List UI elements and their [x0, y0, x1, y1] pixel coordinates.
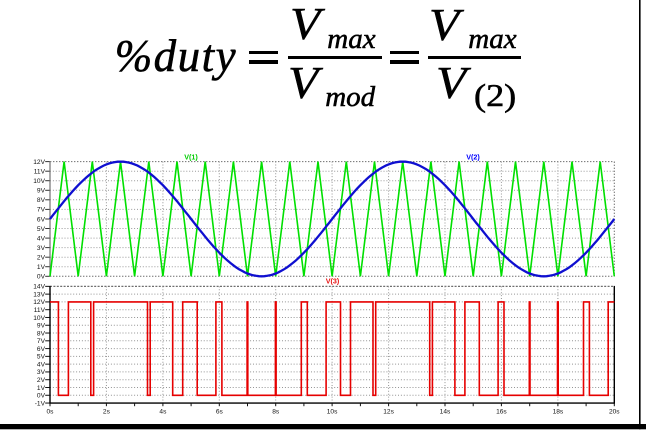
svg-text:1V: 1V: [37, 264, 46, 271]
svg-text:V(3): V(3): [326, 277, 340, 286]
svg-text:8V: 8V: [37, 197, 46, 204]
svg-text:16s: 16s: [496, 408, 507, 415]
svg-text:14V: 14V: [33, 284, 45, 291]
svg-text:11V: 11V: [34, 169, 46, 176]
svg-text:2s: 2s: [103, 408, 111, 415]
svg-text:7V: 7V: [37, 207, 46, 214]
svg-text:2V: 2V: [37, 377, 46, 384]
svg-text:4V: 4V: [37, 235, 46, 242]
svg-text:2V: 2V: [37, 255, 46, 262]
svg-text:5V: 5V: [37, 226, 46, 233]
svg-text:0V: 0V: [37, 274, 46, 281]
svg-text:0s: 0s: [47, 408, 55, 415]
svg-text:7V: 7V: [37, 338, 46, 345]
svg-text:10V: 10V: [33, 315, 45, 322]
svg-text:20s: 20s: [609, 408, 620, 415]
svg-text:8V: 8V: [37, 330, 46, 337]
svg-text:9V: 9V: [37, 323, 46, 330]
svg-text:10s: 10s: [327, 408, 338, 415]
svg-text:9V: 9V: [37, 188, 46, 195]
svg-text:12V: 12V: [33, 159, 45, 166]
svg-text:14s: 14s: [440, 408, 451, 415]
svg-text:3V: 3V: [37, 369, 46, 376]
svg-text:13V: 13V: [33, 291, 45, 298]
svg-text:18s: 18s: [553, 408, 564, 415]
svg-text:0V: 0V: [37, 393, 46, 400]
svg-text:-1V: -1V: [35, 400, 46, 407]
svg-text:6V: 6V: [37, 216, 46, 223]
svg-text:10V: 10V: [33, 178, 45, 185]
svg-text:5V: 5V: [37, 354, 46, 361]
svg-text:12V: 12V: [33, 299, 45, 306]
svg-text:8s: 8s: [272, 408, 280, 415]
svg-text:4s: 4s: [159, 408, 167, 415]
svg-text:V(2): V(2): [466, 153, 480, 162]
svg-text:6V: 6V: [37, 346, 46, 353]
svg-text:4V: 4V: [37, 361, 46, 368]
svg-text:11V: 11V: [34, 307, 46, 314]
svg-text:12s: 12s: [383, 408, 394, 415]
svg-text:3V: 3V: [37, 245, 46, 252]
svg-text:6s: 6s: [216, 408, 224, 415]
svg-text:1V: 1V: [37, 385, 46, 392]
svg-text:V(1): V(1): [184, 153, 198, 162]
